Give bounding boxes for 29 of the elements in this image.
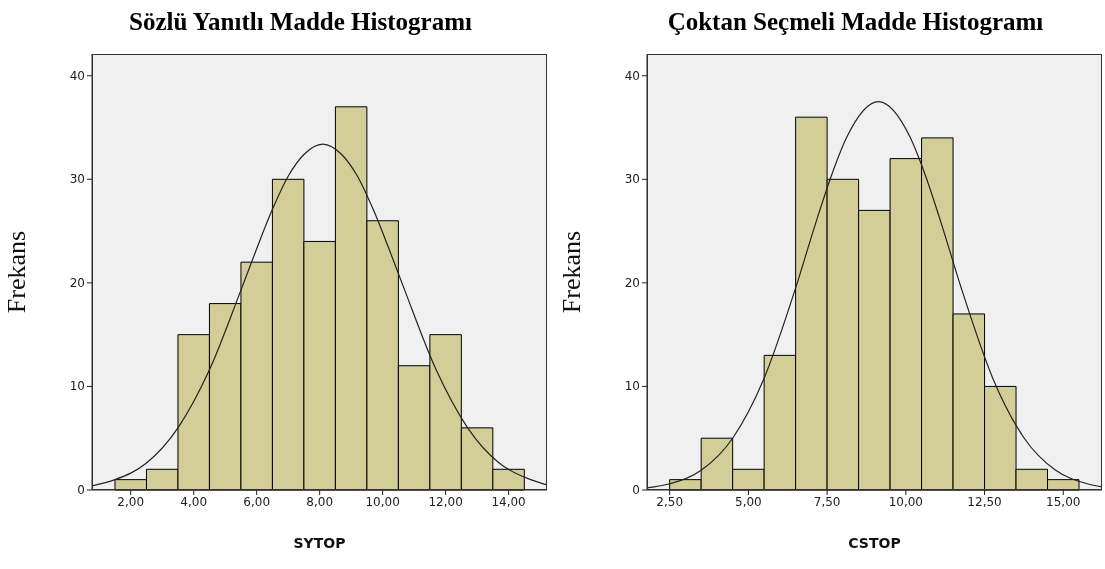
y-axis-title: Frekans <box>2 230 32 314</box>
x-axis-title: CSTOP <box>848 535 901 551</box>
y-axis-title: Frekans <box>557 230 587 314</box>
x-tick-label: 14,00 <box>491 494 526 509</box>
y-tick-label: 0 <box>77 483 85 497</box>
x-tick-label: 12,00 <box>428 494 463 509</box>
y-tick-label: 10 <box>624 379 640 394</box>
x-tick-label: 7,50 <box>813 494 841 509</box>
y-tick-label: 30 <box>69 172 85 187</box>
x-tick-label: 6,00 <box>243 494 271 509</box>
x-tick-label: 2,00 <box>117 494 145 509</box>
y-tick-label: 40 <box>69 68 85 83</box>
y-tick-label: 30 <box>624 172 640 187</box>
x-tick-label: 10,00 <box>365 494 400 509</box>
y-tick-label: 0 <box>632 483 640 497</box>
chart-title: Sözlü Yanıtlı Madde Histogramı <box>128 8 473 37</box>
x-tick-label: 2,50 <box>656 494 684 509</box>
x-tick-label: 15,00 <box>1046 494 1081 509</box>
x-axis-title: SYTOP <box>293 535 346 551</box>
y-tick-label: 20 <box>624 275 640 290</box>
x-tick-label: 12,50 <box>967 494 1002 509</box>
y-tick-label: 10 <box>69 379 85 394</box>
x-tick-label: 8,00 <box>306 494 334 509</box>
y-tick-label: 40 <box>624 68 640 83</box>
x-tick-label: 5,00 <box>735 494 762 509</box>
x-tick-label: 10,00 <box>888 494 924 509</box>
chart-title: Çoktan Seçmeli Madde Histogramı <box>666 8 1045 37</box>
y-tick-label: 20 <box>69 275 85 290</box>
x-tick-label: 4,00 <box>180 494 208 509</box>
